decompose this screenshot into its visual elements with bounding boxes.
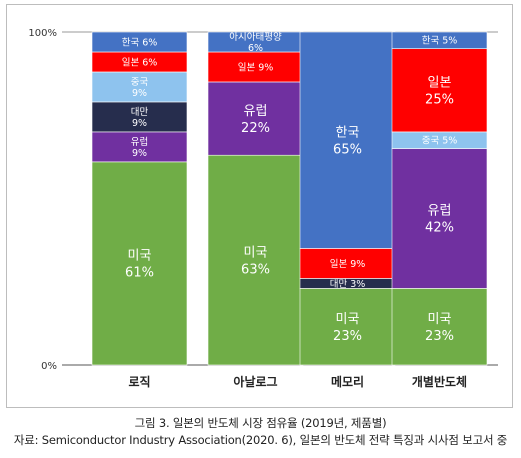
data-label: 42% xyxy=(425,221,454,236)
data-label: 23% xyxy=(425,329,454,344)
bar-segment-한국 xyxy=(391,31,488,49)
data-label: 한국 xyxy=(336,125,360,140)
data-label: 중국 5% xyxy=(422,136,458,147)
data-label: 대만 3% xyxy=(330,279,366,290)
x-category-label: 개별반도체 xyxy=(412,374,467,389)
data-label: 중국 xyxy=(131,77,149,88)
bar-segment-미국 xyxy=(391,288,488,366)
data-label: 6% xyxy=(248,43,263,54)
chart-frame xyxy=(6,4,513,408)
bar-segment-미국 xyxy=(299,288,396,366)
data-label: 한국 5% xyxy=(422,36,458,47)
bar-segment-일본 xyxy=(299,248,396,279)
data-label: 한국 6% xyxy=(122,37,158,48)
x-category-label: 로직 xyxy=(128,374,150,389)
data-label: 일본 xyxy=(428,75,452,90)
data-label: 25% xyxy=(425,92,454,107)
data-label: 일본 6% xyxy=(122,57,158,68)
data-label: 63% xyxy=(241,262,270,277)
data-label: 9% xyxy=(132,118,147,129)
bar-segment-일본 xyxy=(391,48,488,133)
data-label: 일본 9% xyxy=(330,259,366,270)
data-label: 미국 xyxy=(128,249,152,264)
data-label: 61% xyxy=(125,266,154,281)
data-label: 유럽 xyxy=(428,204,452,219)
bar-segment-대만 xyxy=(91,101,188,133)
y-tick-label: 100% xyxy=(28,28,57,39)
figure-caption: 그림 3. 일본의 반도체 시장 점유율 (2019년, 제품별) xyxy=(134,416,387,430)
bar-segment-유럽 xyxy=(91,131,188,163)
data-label: 22% xyxy=(241,121,270,136)
data-label: 65% xyxy=(333,142,362,157)
data-label: 아시아태평양 xyxy=(229,32,282,43)
data-label: 9% xyxy=(132,148,147,159)
y-tick-label: 0% xyxy=(41,361,57,372)
data-label: 유럽 xyxy=(131,137,148,148)
data-label: 유럽 xyxy=(244,104,268,119)
data-label: 대만 xyxy=(131,107,149,118)
data-label: 23% xyxy=(333,329,362,344)
bar-segment-유럽 xyxy=(391,148,488,289)
bar-segment-한국 xyxy=(91,31,188,53)
x-category-label: 아날로그 xyxy=(233,374,277,389)
data-label: 일본 9% xyxy=(238,62,274,73)
source-note: 자료: Semiconductor Industry Association(2… xyxy=(13,433,508,447)
x-category-label: 메모리 xyxy=(331,374,364,389)
bar-segment-유럽 xyxy=(207,81,304,156)
data-label: 9% xyxy=(132,88,147,99)
data-label: 미국 xyxy=(336,312,360,327)
data-label: 미국 xyxy=(428,312,452,327)
data-label: 미국 xyxy=(244,245,268,260)
bar-segment-미국 xyxy=(91,161,188,366)
bar-segment-한국 xyxy=(299,31,396,249)
